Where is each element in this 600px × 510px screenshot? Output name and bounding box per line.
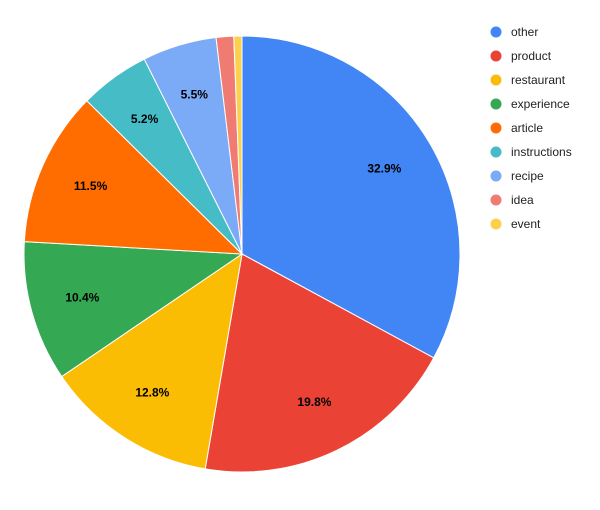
legend-label: event [511, 217, 541, 231]
pie-slice [23, 100, 244, 255]
pie-slice [241, 35, 461, 359]
legend-label: experience [511, 97, 570, 111]
legend-swatch [490, 218, 502, 230]
legend-label: restaurant [511, 73, 566, 87]
value-label: 11.5% [74, 179, 108, 193]
value-label: 12.8% [135, 385, 169, 399]
legend-swatch [490, 170, 502, 182]
legend-swatch [490, 146, 502, 158]
pie-slice [233, 35, 243, 255]
legend-swatch [490, 122, 502, 134]
legend-label: idea [511, 193, 534, 207]
legend-swatch [490, 26, 502, 38]
pie-slice [204, 253, 435, 473]
legend-label: other [511, 25, 538, 39]
legend-swatch [490, 50, 502, 62]
legend-swatch [490, 194, 502, 206]
legend-swatch [490, 74, 502, 86]
legend-label: instructions [511, 145, 572, 159]
value-label: 19.8% [297, 395, 331, 409]
pie-slice [61, 252, 243, 470]
legend-label: article [511, 121, 543, 135]
legend-label: recipe [511, 169, 544, 183]
value-label: 5.5% [181, 88, 209, 102]
legend-label: product [511, 49, 552, 63]
legend-swatch [490, 98, 502, 110]
value-label: 10.4% [65, 290, 99, 304]
value-label: 32.9% [367, 161, 401, 175]
pie-slice [23, 241, 244, 378]
value-label: 5.2% [131, 112, 159, 126]
